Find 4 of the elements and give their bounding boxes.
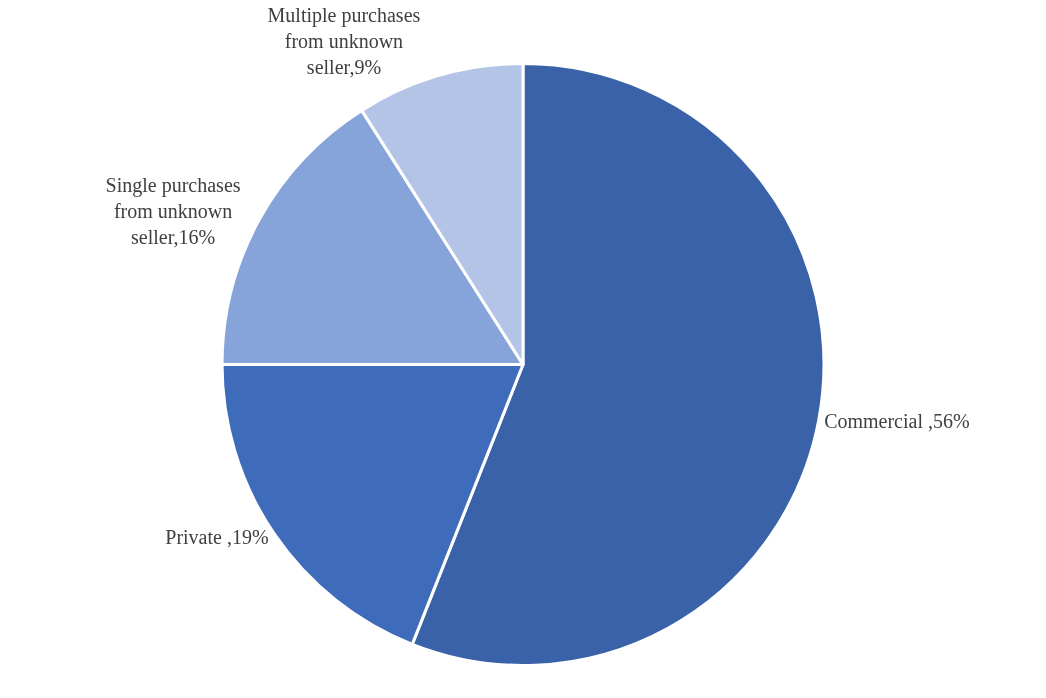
slice-label: Commercial ,56%: [824, 410, 970, 433]
slice-label: Single purchases from unknown seller,16%: [105, 173, 241, 248]
slice-label: Multiple purchases from unknown seller,9%: [267, 4, 421, 79]
slice-label: Private ,19%: [165, 526, 269, 549]
